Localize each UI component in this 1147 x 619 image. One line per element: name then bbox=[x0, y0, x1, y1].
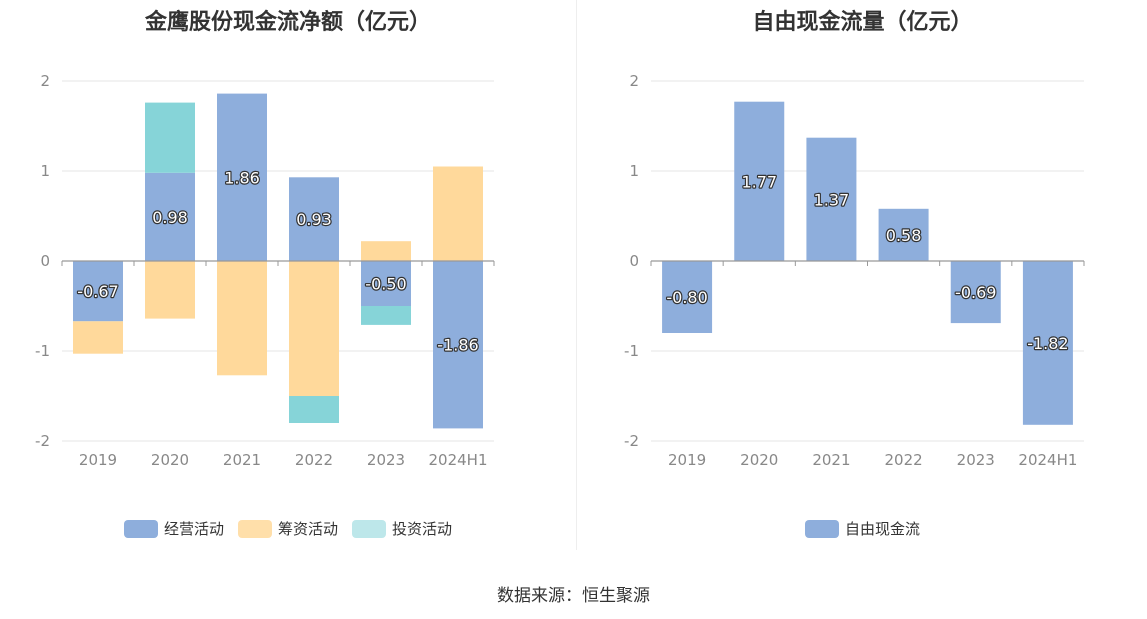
bar-自由现金流-2020[interactable] bbox=[734, 101, 785, 261]
y-tick-label: 0 bbox=[629, 252, 639, 270]
legend-item[interactable]: 投资活动 bbox=[352, 518, 452, 539]
legend-item[interactable]: 自由现金流 bbox=[804, 518, 920, 539]
data-source-note: 数据来源：恒生聚源 bbox=[497, 586, 650, 606]
bar-自由现金流-2024H1[interactable] bbox=[1022, 261, 1073, 425]
bar-经营活动-2020[interactable] bbox=[145, 172, 195, 261]
bar-自由现金流-2023[interactable] bbox=[950, 261, 1001, 324]
legend-label: 自由现金流 bbox=[844, 520, 920, 538]
bar-投资活动-2022[interactable] bbox=[289, 396, 339, 423]
data-label: 1.37 bbox=[814, 190, 850, 209]
free-cash-flow-chart-panel: 自由现金流量（亿元） -2 -1 0 1 2 2019 2020 2021 2022 2023 20… bbox=[578, 0, 1147, 550]
legend-item[interactable]: 经营活动 bbox=[123, 518, 224, 539]
x-tick-label: 2020 bbox=[740, 451, 778, 469]
y-tick-label: 1 bbox=[40, 162, 50, 180]
cash-flow-chart-panel: 金鹰股份现金流净额（亿元） -2 -1 0 1 2 2019 2020 2021 2022 202… bbox=[0, 0, 576, 550]
data-label: 0.58 bbox=[886, 226, 922, 245]
bar-自由现金流-2022[interactable] bbox=[878, 208, 929, 261]
data-label: -0.80 bbox=[666, 288, 707, 307]
bar-投资活动-2020[interactable] bbox=[145, 102, 195, 173]
data-label: -1.86 bbox=[437, 336, 478, 355]
y-tick-label: -1 bbox=[35, 342, 50, 360]
data-label: 0.98 bbox=[152, 208, 188, 227]
x-tick-label: 2020 bbox=[151, 451, 189, 469]
data-label: -1.82 bbox=[1027, 334, 1068, 353]
bar-投资活动-2023[interactable] bbox=[361, 306, 411, 325]
x-tick-label: 2021 bbox=[812, 451, 850, 469]
x-tick-label: 2024H1 bbox=[429, 451, 488, 469]
data-label: 0.93 bbox=[296, 210, 332, 229]
y-tick-label: 2 bbox=[629, 72, 639, 90]
legend-swatch bbox=[123, 519, 158, 538]
bar-筹资活动-2021[interactable] bbox=[217, 261, 267, 376]
x-tick-label: 2023 bbox=[957, 451, 995, 469]
y-tick-label: -2 bbox=[624, 432, 639, 450]
bar-经营活动-2021[interactable] bbox=[217, 93, 267, 261]
legend-label: 投资活动 bbox=[392, 520, 453, 538]
legend-label: 筹资活动 bbox=[277, 520, 338, 538]
bar-筹资活动-2020[interactable] bbox=[145, 261, 195, 319]
data-label: 1.86 bbox=[224, 168, 260, 187]
bar-筹资活动-2024H1[interactable] bbox=[433, 166, 483, 262]
y-tick-label: 1 bbox=[629, 162, 639, 180]
bar-自由现金流-2019[interactable] bbox=[662, 261, 713, 333]
x-tick-label: 2023 bbox=[367, 451, 405, 469]
x-tick-label: 2022 bbox=[295, 451, 333, 469]
y-tick-label: 0 bbox=[40, 252, 50, 270]
data-label: 1.77 bbox=[741, 172, 777, 191]
legend-swatch bbox=[237, 519, 272, 538]
legend-label: 经营活动 bbox=[163, 520, 224, 538]
x-tick-label: 2019 bbox=[668, 451, 706, 469]
data-label: -0.67 bbox=[77, 282, 118, 301]
legend-swatch bbox=[804, 519, 839, 538]
bar-筹资活动-2019[interactable] bbox=[73, 321, 123, 354]
bar-自由现金流-2021[interactable] bbox=[806, 137, 857, 261]
panel-divider bbox=[576, 0, 577, 550]
x-tick-label: 2024H1 bbox=[1018, 451, 1077, 469]
bar-经营活动-2024H1[interactable] bbox=[433, 261, 483, 429]
cash-flow-legend: 经营活动 筹资活动 投资活动 bbox=[0, 518, 576, 539]
legend-item[interactable]: 筹资活动 bbox=[237, 518, 338, 539]
legend-swatch bbox=[352, 519, 386, 538]
y-tick-label: 2 bbox=[40, 72, 50, 90]
bar-经营活动-2019[interactable] bbox=[73, 261, 123, 322]
bar-经营活动-2022[interactable] bbox=[289, 177, 339, 261]
x-tick-label: 2019 bbox=[79, 451, 117, 469]
data-label: -0.50 bbox=[365, 275, 406, 294]
cash-flow-chart: -2 -1 0 1 2 2019 2020 2021 2022 2023 2024H1 -0.67 0.… bbox=[35, 72, 495, 469]
bar-筹资活动-2023[interactable] bbox=[361, 241, 411, 261]
data-label: -0.69 bbox=[955, 283, 996, 302]
free-cash-flow-legend: 自由现金流 bbox=[578, 518, 1147, 539]
bar-经营活动-2023[interactable] bbox=[361, 261, 411, 306]
y-tick-label: -2 bbox=[35, 432, 50, 450]
x-tick-label: 2021 bbox=[223, 451, 261, 469]
bar-筹资活动-2022[interactable] bbox=[289, 261, 339, 396]
x-tick-label: 2022 bbox=[884, 451, 922, 469]
y-tick-label: -1 bbox=[624, 342, 639, 360]
free-cash-flow-chart-title: 自由现金流量（亿元） bbox=[752, 10, 973, 35]
cash-flow-chart-title: 金鹰股份现金流净额（亿元） bbox=[144, 10, 431, 35]
free-cash-flow-chart: -2 -1 0 1 2 2019 2020 2021 2022 2023 2024H1 -0.80 1.… bbox=[624, 72, 1085, 469]
